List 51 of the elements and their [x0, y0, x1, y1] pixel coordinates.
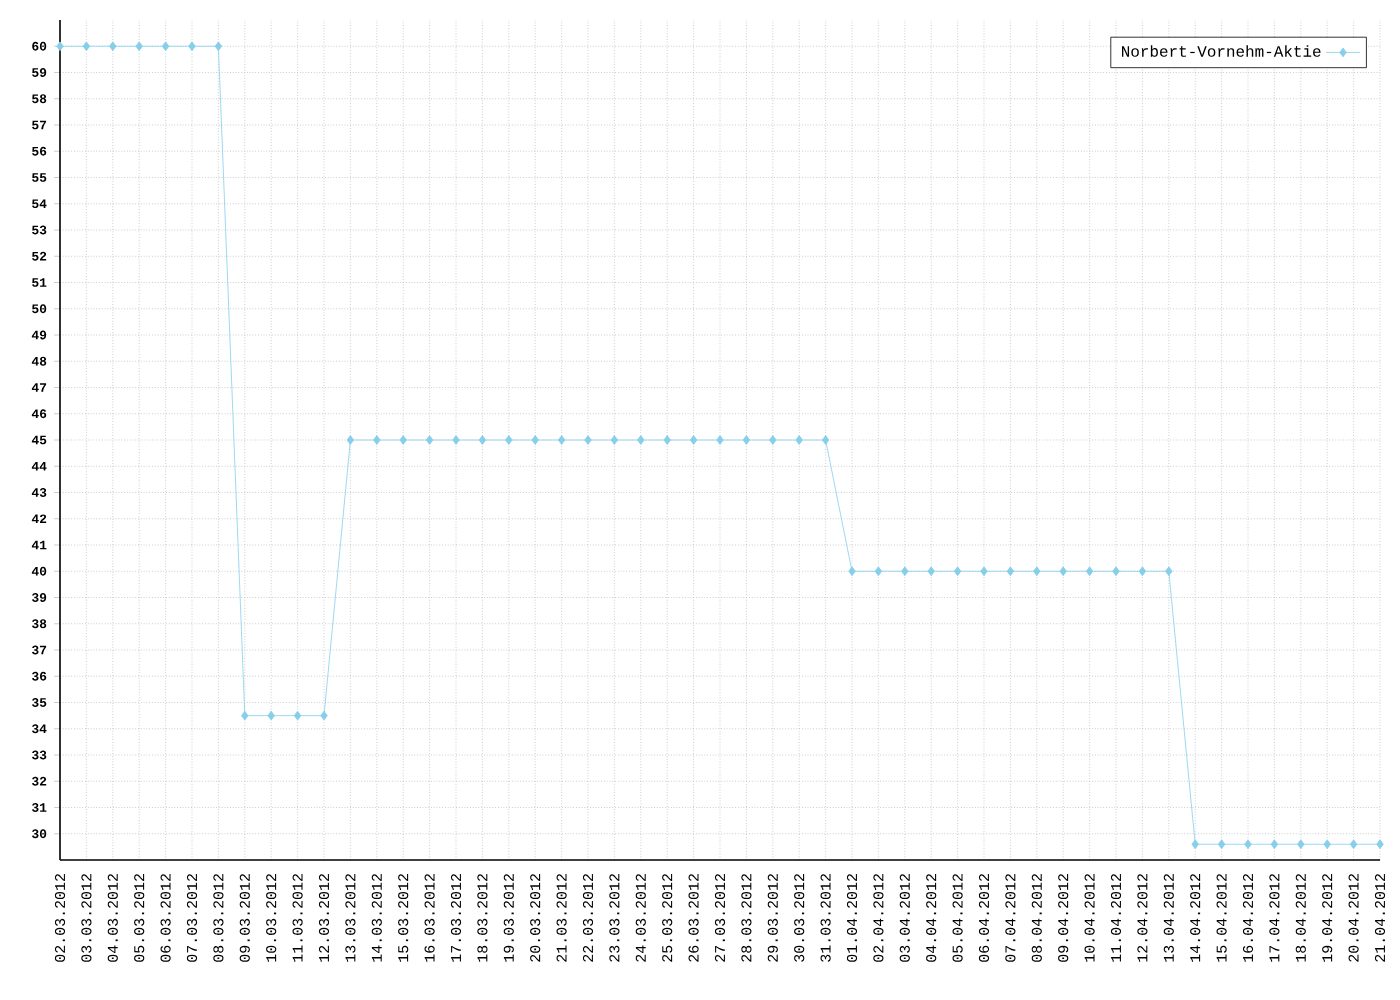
point: [557, 435, 566, 445]
point: [716, 435, 724, 445]
point: [56, 41, 64, 52]
point: [1085, 566, 1094, 577]
point: [109, 41, 117, 52]
point: [346, 435, 355, 445]
point: [188, 41, 196, 52]
point: [1006, 566, 1015, 577]
point: [584, 435, 592, 445]
point: [1244, 839, 1252, 850]
point: [848, 566, 856, 577]
point: [373, 435, 381, 445]
point: [293, 710, 302, 721]
point: [610, 435, 619, 445]
point: [1217, 839, 1226, 850]
point: [1297, 839, 1305, 850]
point: [320, 710, 328, 721]
point: [874, 566, 883, 577]
point: [452, 435, 460, 445]
point: [742, 435, 751, 445]
point: [1165, 566, 1173, 577]
point: [795, 435, 803, 445]
point: [1376, 839, 1384, 850]
point: [663, 435, 671, 445]
point: [478, 435, 487, 445]
point: [769, 435, 777, 445]
point: [1323, 839, 1331, 850]
point: [1349, 839, 1358, 850]
point: [1138, 566, 1147, 577]
point: [927, 566, 935, 577]
point: [241, 710, 249, 721]
point: [399, 435, 407, 445]
point: [821, 435, 830, 445]
point: [901, 566, 909, 577]
point: [161, 41, 170, 52]
point: [637, 435, 645, 445]
point: [267, 710, 275, 721]
point: [505, 435, 513, 445]
point: [1191, 839, 1199, 850]
point: [1033, 566, 1041, 577]
point: [689, 435, 698, 445]
point: [214, 41, 223, 52]
point: [1112, 566, 1120, 577]
point: [425, 435, 434, 445]
point: [82, 41, 91, 52]
point: [135, 41, 143, 52]
point: [1270, 839, 1279, 850]
point: [531, 435, 539, 445]
point: [980, 566, 988, 577]
point: [1059, 566, 1067, 577]
point: [953, 566, 962, 577]
